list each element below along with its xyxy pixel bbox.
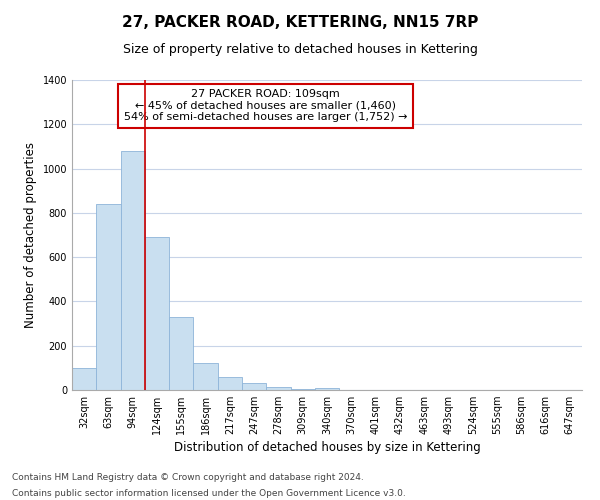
Bar	[218, 376, 242, 390]
Bar	[169, 317, 193, 390]
Bar	[290, 389, 315, 390]
Text: 27 PACKER ROAD: 109sqm
← 45% of detached houses are smaller (1,460)
54% of semi-: 27 PACKER ROAD: 109sqm ← 45% of detached…	[124, 90, 407, 122]
Bar	[242, 384, 266, 390]
Bar	[315, 388, 339, 390]
Bar	[193, 364, 218, 390]
Text: Size of property relative to detached houses in Kettering: Size of property relative to detached ho…	[122, 42, 478, 56]
Text: Contains HM Land Registry data © Crown copyright and database right 2024.: Contains HM Land Registry data © Crown c…	[12, 474, 364, 482]
Bar	[145, 237, 169, 390]
Bar	[266, 386, 290, 390]
X-axis label: Distribution of detached houses by size in Kettering: Distribution of detached houses by size …	[173, 442, 481, 454]
Text: Contains public sector information licensed under the Open Government Licence v3: Contains public sector information licen…	[12, 488, 406, 498]
Bar	[96, 204, 121, 390]
Y-axis label: Number of detached properties: Number of detached properties	[24, 142, 37, 328]
Bar	[121, 151, 145, 390]
Text: 27, PACKER ROAD, KETTERING, NN15 7RP: 27, PACKER ROAD, KETTERING, NN15 7RP	[122, 15, 478, 30]
Bar	[72, 368, 96, 390]
